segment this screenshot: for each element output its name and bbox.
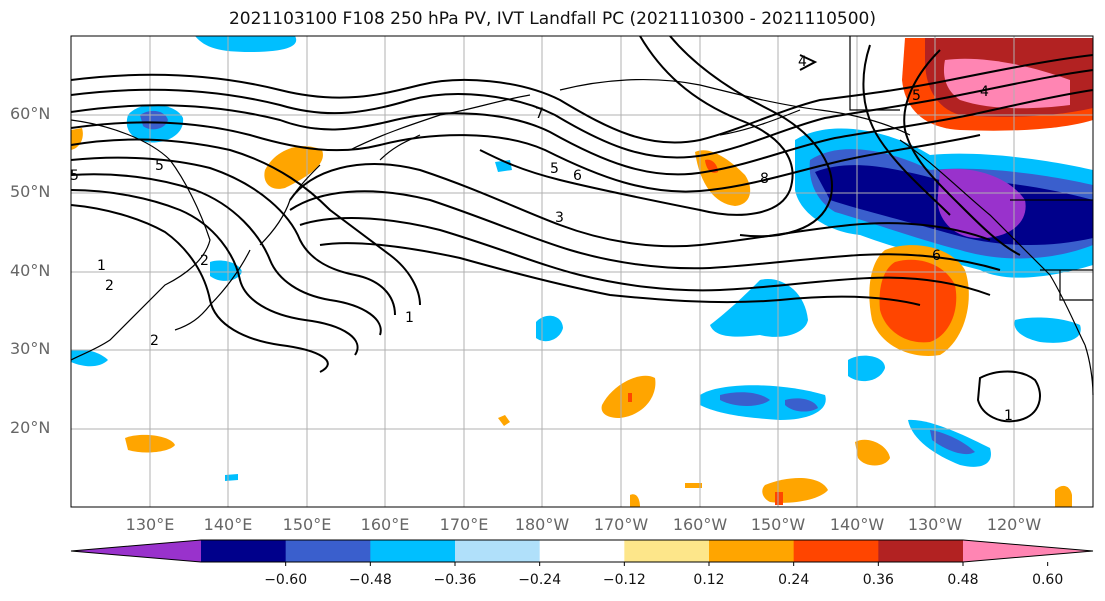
contour-label: 2 [105,278,114,294]
coastlines [70,36,1094,396]
colorbar-tick-label: −0.48 [348,572,392,588]
colorbar-segment [963,540,1093,562]
contour-label: 7 [535,106,544,122]
colorbar-outline [70,539,1094,563]
lat-label: 60°N [10,104,51,123]
colorbar-tick-label: 0.48 [947,572,979,588]
lon-label: 150°W [750,515,806,534]
lon-label: 120°W [986,515,1042,534]
contour-label: 4 [980,84,989,100]
lon-label: 140°E [203,515,253,534]
lon-label: 140°W [829,515,885,534]
lon-label: 130°W [907,515,963,534]
colorbar-segment [71,540,201,562]
colorbar-segment [455,540,541,562]
contour-label: 5 [912,88,921,104]
colorbar-tick-label: −0.24 [518,572,562,588]
lon-label: 180°W [514,515,570,534]
lon-label: 160°W [672,515,728,534]
contour-label: 1 [97,258,106,274]
colorbar-segment [793,540,879,562]
colorbar-segment [709,540,795,562]
pv-contours [70,35,1094,423]
colorbar-segment [370,540,456,562]
lat-label: 30°N [10,339,51,358]
contour-label: 6 [573,168,582,184]
colorbar-tick-label: −0.12 [602,572,646,588]
colorbar-tick-label: −0.36 [433,572,477,588]
contour-label-group: 1 2 2 2 5 5 6 6 7 3 8 1 4 4 5 5 1 [70,54,1013,424]
contour-label: 6 [932,248,941,264]
contour-label: 2 [200,253,209,269]
colorbar-segment [624,540,710,562]
contour-label: 5 [155,158,164,174]
colorbar-tick-label: 0.36 [862,572,894,588]
colorbar-segment [539,540,625,562]
contour-label: 5 [70,168,79,184]
colorbar-tick-label: −0.60 [264,572,308,588]
anomaly-shading [71,36,1093,507]
contour-label: 1 [1004,408,1013,424]
lat-label: 50°N [10,182,51,201]
contour-label: 2 [150,333,159,349]
contour-label: 3 [555,210,564,226]
map-frame [70,35,1094,508]
colorbar-segment [201,540,287,562]
graticule [71,36,1093,507]
colorbar [70,539,1094,566]
colorbar-tick-label: 0.60 [1032,572,1064,588]
lon-label: 160°E [360,515,410,534]
contour-label: 8 [760,171,769,187]
lon-label: 130°E [125,515,175,534]
lat-label: 20°N [10,418,51,437]
colorbar-tick-label: 0.12 [693,572,725,588]
colorbar-tick-label: 0.24 [778,572,810,588]
chart-title: 2021103100 F108 250 hPa PV, IVT Landfall… [228,9,876,29]
colorbar-segment [285,540,371,562]
colorbar-segment [878,540,964,562]
contour-label: 4 [798,54,807,70]
lat-label: 40°N [10,261,51,280]
lon-label: 170°W [593,515,649,534]
lon-label: 170°E [439,515,489,534]
contour-label: 5 [550,161,559,177]
contour-label: 1 [405,310,414,326]
lon-label: 150°E [282,515,332,534]
